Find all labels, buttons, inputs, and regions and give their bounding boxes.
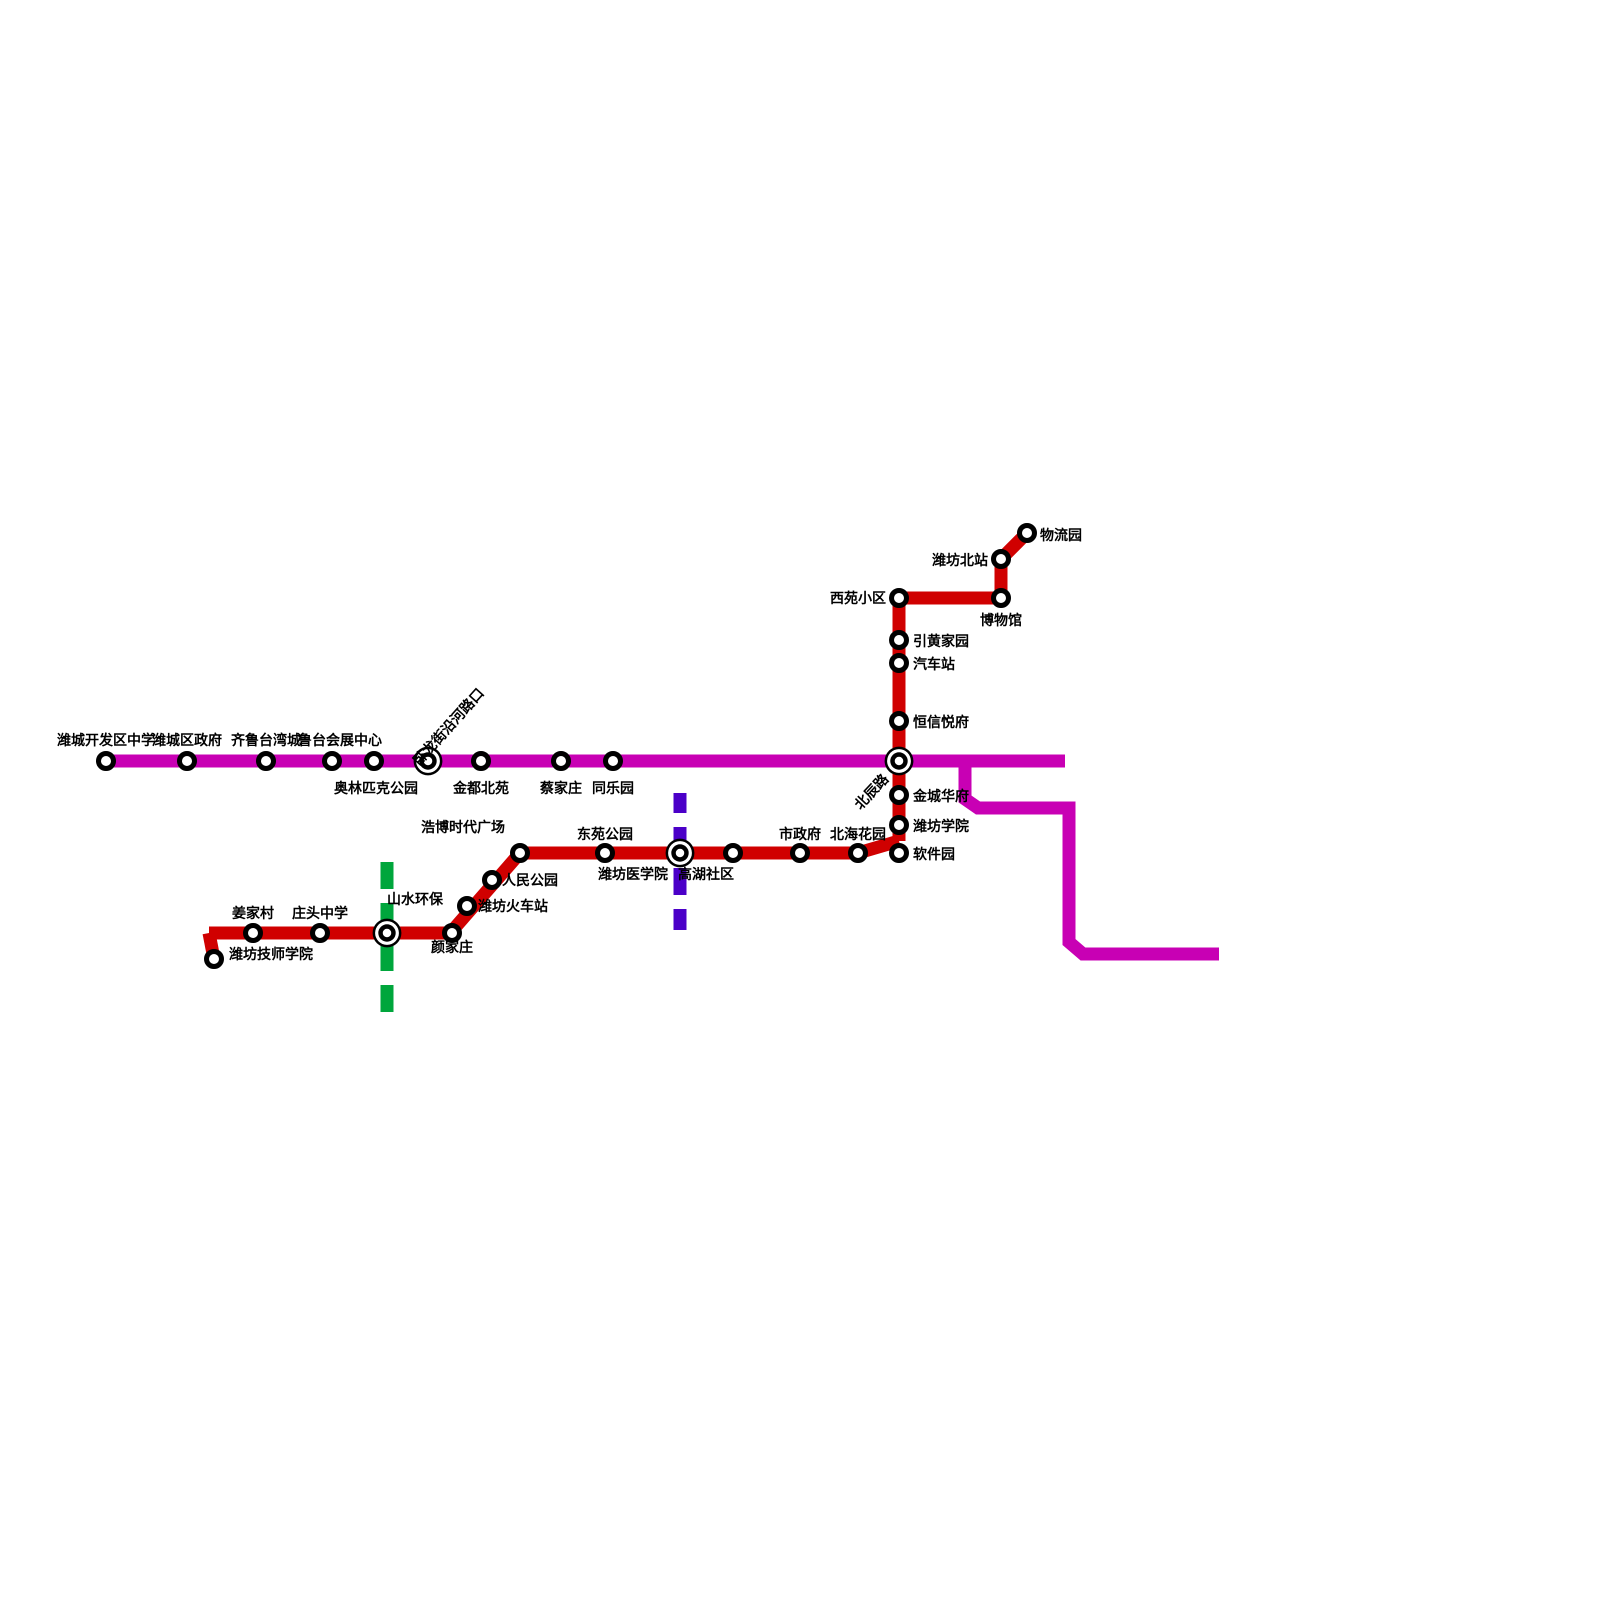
svg-text:潍城区政府: 潍城区政府 bbox=[152, 732, 222, 748]
svg-text:潍坊医学院: 潍坊医学院 bbox=[598, 866, 668, 882]
svg-text:引黄家园: 引黄家园 bbox=[913, 633, 969, 649]
svg-text:软件园: 软件园 bbox=[913, 846, 955, 862]
svg-text:金城华府: 金城华府 bbox=[912, 788, 969, 804]
svg-text:山水环保: 山水环保 bbox=[387, 891, 444, 907]
svg-text:北海花园: 北海花园 bbox=[830, 826, 886, 842]
svg-text:奥林匹克公园: 奥林匹克公园 bbox=[334, 780, 418, 796]
svg-text:东苑公园: 东苑公园 bbox=[577, 826, 633, 842]
svg-text:高湖社区: 高湖社区 bbox=[678, 866, 734, 882]
svg-text:潍坊北站: 潍坊北站 bbox=[932, 552, 988, 568]
svg-text:姜家村: 姜家村 bbox=[232, 905, 274, 921]
svg-text:颜家庄: 颜家庄 bbox=[431, 939, 473, 955]
svg-text:潍城开发区中学: 潍城开发区中学 bbox=[57, 732, 155, 748]
svg-text:潍坊火车站: 潍坊火车站 bbox=[478, 898, 548, 914]
svg-text:市政府: 市政府 bbox=[779, 826, 821, 842]
svg-text:物流园: 物流园 bbox=[1040, 527, 1082, 543]
svg-text:汽车站: 汽车站 bbox=[913, 656, 955, 672]
svg-text:齐鲁台湾城: 齐鲁台湾城 bbox=[231, 732, 301, 748]
svg-text:金都北苑: 金都北苑 bbox=[452, 780, 509, 796]
svg-text:恒信悦府: 恒信悦府 bbox=[913, 714, 969, 730]
svg-text:人民公园: 人民公园 bbox=[502, 872, 558, 888]
svg-text:鲁台会展中心: 鲁台会展中心 bbox=[297, 732, 382, 748]
svg-text:蔡家庄: 蔡家庄 bbox=[539, 780, 582, 796]
svg-text:西苑小区: 西苑小区 bbox=[830, 590, 886, 606]
svg-text:博物馆: 博物馆 bbox=[980, 612, 1022, 628]
svg-text:同乐园: 同乐园 bbox=[592, 780, 634, 796]
svg-text:庄头中学: 庄头中学 bbox=[292, 905, 348, 921]
svg-text:潍坊技师学院: 潍坊技师学院 bbox=[229, 946, 313, 962]
svg-text:潍坊学院: 潍坊学院 bbox=[913, 818, 969, 834]
svg-text:浩博时代广场: 浩博时代广场 bbox=[421, 819, 505, 835]
